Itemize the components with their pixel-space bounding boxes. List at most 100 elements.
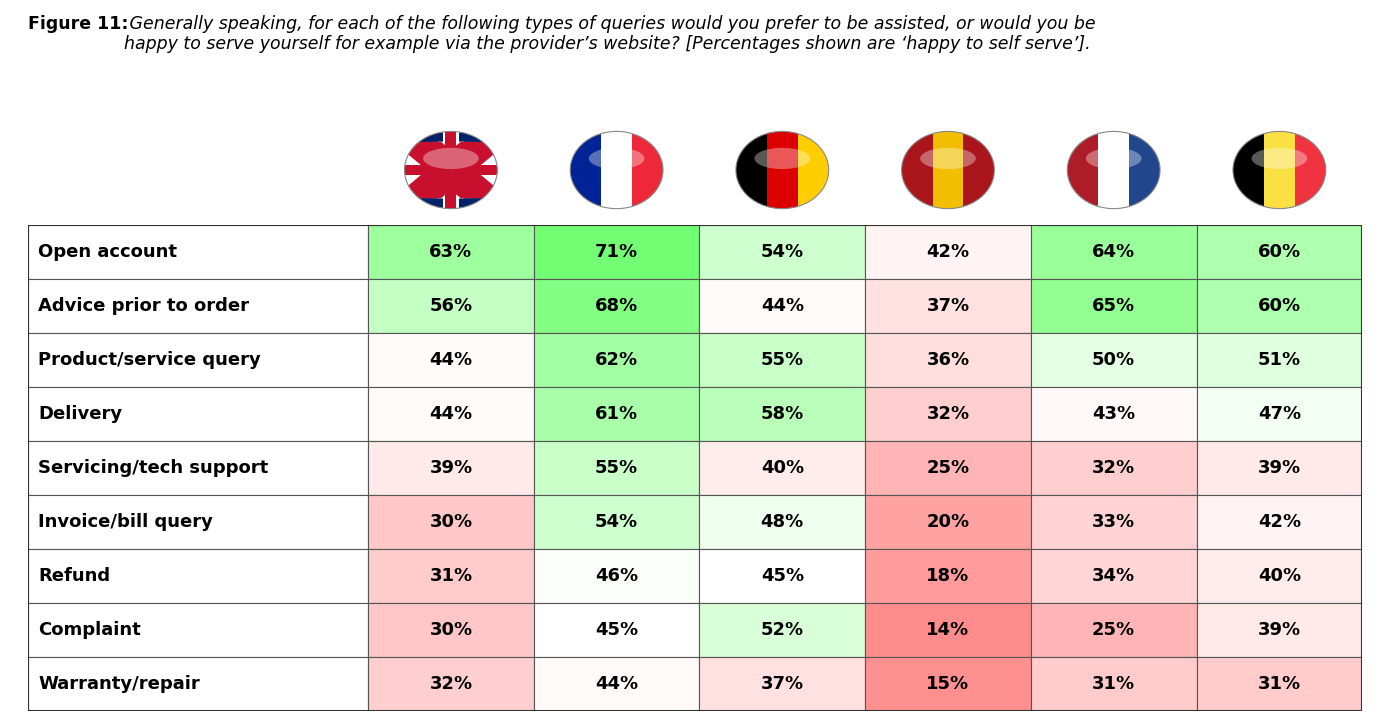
Ellipse shape	[755, 148, 810, 169]
Text: 61%: 61%	[595, 405, 638, 423]
Text: 18%: 18%	[926, 567, 970, 585]
Bar	[28, 658, 368, 711]
Text: 56%: 56%	[430, 297, 473, 315]
Bar	[28, 333, 368, 387]
Text: 39%: 39%	[1258, 460, 1301, 477]
Bar	[798, 131, 828, 208]
Bar	[445, 131, 456, 208]
Text: Product/service query: Product/service query	[39, 351, 261, 370]
Bar	[699, 495, 865, 550]
Bar	[767, 131, 798, 208]
Bar	[699, 658, 865, 711]
Text: Invoice/bill query: Invoice/bill query	[39, 513, 213, 531]
Text: 45%: 45%	[595, 621, 638, 640]
Bar	[1295, 131, 1326, 208]
Bar	[404, 163, 498, 177]
Bar	[1031, 387, 1197, 441]
Bar	[368, 333, 534, 387]
Bar	[534, 333, 699, 387]
Bar	[865, 333, 1031, 387]
Text: 36%: 36%	[926, 351, 970, 370]
Bar	[534, 603, 699, 658]
Text: Figure 11:: Figure 11:	[28, 15, 128, 33]
Text: 63%: 63%	[430, 243, 473, 261]
Bar	[368, 495, 534, 550]
Bar	[368, 441, 534, 495]
Bar	[28, 225, 368, 279]
Text: Refund: Refund	[39, 567, 111, 585]
Bar	[699, 387, 865, 441]
Text: 47%: 47%	[1258, 405, 1301, 423]
Text: 48%: 48%	[760, 513, 803, 531]
Text: 54%: 54%	[595, 513, 638, 531]
Text: Generally speaking, for each of the following types of queries would you prefer : Generally speaking, for each of the foll…	[124, 15, 1095, 53]
Text: 71%: 71%	[595, 243, 638, 261]
Bar	[1031, 658, 1197, 711]
Bar	[865, 387, 1031, 441]
Bar	[534, 279, 699, 333]
Text: 32%: 32%	[926, 405, 970, 423]
Text: 37%: 37%	[760, 675, 803, 693]
Bar	[865, 603, 1031, 658]
Text: 54%: 54%	[760, 243, 803, 261]
Bar	[534, 658, 699, 711]
Text: Advice prior to order: Advice prior to order	[39, 297, 249, 315]
Bar	[1197, 225, 1362, 279]
Text: 55%: 55%	[595, 460, 638, 477]
Bar	[570, 131, 600, 208]
FancyArrow shape	[373, 170, 496, 197]
Text: 68%: 68%	[595, 297, 638, 315]
Text: 20%: 20%	[926, 513, 970, 531]
FancyArrow shape	[406, 170, 530, 197]
Bar	[1031, 333, 1197, 387]
Ellipse shape	[1251, 148, 1307, 169]
Ellipse shape	[589, 148, 645, 169]
Bar	[1233, 131, 1264, 208]
Bar	[865, 658, 1031, 711]
Bar	[699, 279, 865, 333]
Text: 33%: 33%	[1093, 513, 1136, 531]
Text: 42%: 42%	[1258, 513, 1301, 531]
Bar	[28, 441, 368, 495]
Bar	[699, 333, 865, 387]
Bar	[933, 131, 963, 208]
Text: Servicing/tech support: Servicing/tech support	[39, 460, 268, 477]
Bar	[865, 441, 1031, 495]
Text: 50%: 50%	[1093, 351, 1136, 370]
Ellipse shape	[404, 131, 498, 208]
Bar	[534, 225, 699, 279]
Bar	[902, 131, 933, 208]
FancyArrow shape	[373, 142, 496, 171]
Bar	[368, 387, 534, 441]
Bar	[368, 225, 534, 279]
Text: 60%: 60%	[1258, 297, 1301, 315]
Bar	[28, 550, 368, 603]
Text: 55%: 55%	[760, 351, 803, 370]
Bar	[699, 550, 865, 603]
Ellipse shape	[1086, 148, 1141, 169]
Text: 62%: 62%	[595, 351, 638, 370]
Bar	[368, 279, 534, 333]
Bar	[28, 387, 368, 441]
Text: 25%: 25%	[1093, 621, 1136, 640]
Bar	[865, 550, 1031, 603]
Bar	[600, 131, 632, 208]
Text: 31%: 31%	[1258, 675, 1301, 693]
Bar	[1098, 131, 1129, 208]
Text: 60%: 60%	[1258, 243, 1301, 261]
Text: 32%: 32%	[430, 675, 473, 693]
FancyArrow shape	[428, 170, 506, 197]
Bar	[865, 279, 1031, 333]
Bar	[1197, 550, 1362, 603]
Text: Delivery: Delivery	[39, 405, 122, 423]
Bar	[1031, 603, 1197, 658]
FancyArrow shape	[406, 142, 530, 171]
Bar	[1031, 279, 1197, 333]
Text: 31%: 31%	[1093, 675, 1136, 693]
Bar	[1197, 279, 1362, 333]
Text: 52%: 52%	[760, 621, 803, 640]
Bar	[1197, 603, 1362, 658]
Text: 45%: 45%	[760, 567, 803, 585]
Text: 65%: 65%	[1093, 297, 1136, 315]
Bar	[865, 225, 1031, 279]
